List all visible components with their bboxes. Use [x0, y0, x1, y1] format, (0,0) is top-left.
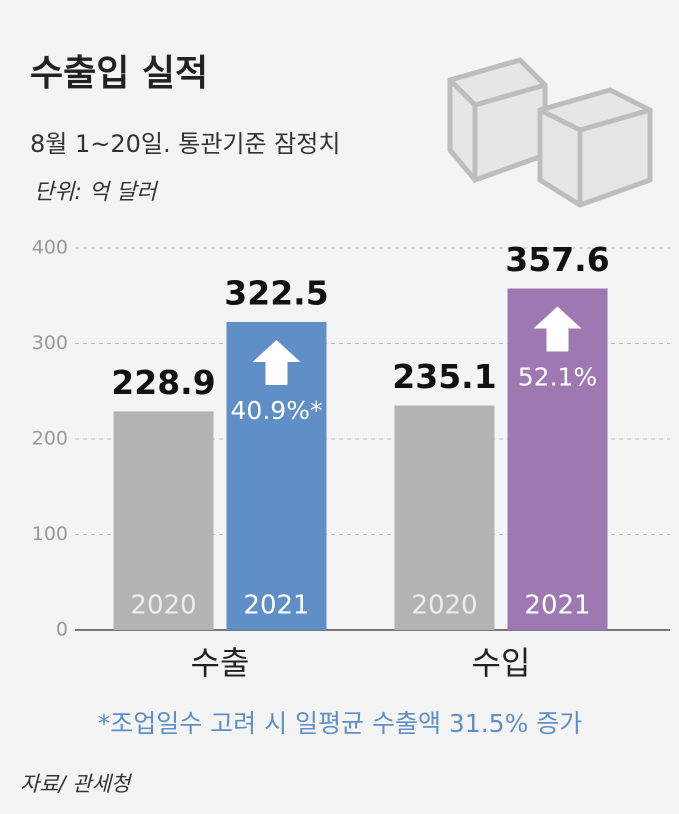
- y-tick-label: 300: [32, 332, 68, 354]
- bar: [394, 405, 495, 630]
- value-label: 235.1: [392, 357, 496, 396]
- source: 자료/ 관세청: [20, 772, 133, 796]
- value-label: 322.5: [224, 274, 328, 313]
- change-label: 40.9%*: [231, 396, 323, 425]
- footnote: *조업일수 고려 시 일평균 수출액 31.5% 증가: [98, 709, 583, 738]
- up-arrow: [252, 340, 301, 386]
- unit-label: 단위: 억 달러: [34, 180, 158, 205]
- x-tick-label: 수입: [472, 644, 531, 682]
- value-label: 228.9: [111, 363, 215, 402]
- series-label: 2021: [524, 591, 590, 621]
- y-tick-label: 200: [32, 428, 68, 450]
- boxes-icon: [447, 57, 653, 208]
- value-label: 357.6: [505, 240, 609, 279]
- series-label: 2021: [243, 591, 309, 621]
- up-arrow: [533, 306, 582, 352]
- y-tick-label: 0: [56, 619, 68, 641]
- y-tick-label: 100: [32, 523, 68, 545]
- chart-title: 수출입 실적: [30, 53, 208, 94]
- series-label: 2020: [411, 591, 477, 621]
- x-tick-label: 수출: [191, 644, 250, 682]
- series-label: 2020: [130, 591, 196, 621]
- y-tick-label: 400: [32, 237, 68, 259]
- bar: [113, 411, 214, 630]
- change-label: 52.1%: [518, 362, 597, 391]
- subtitle: 8월 1~20일. 통관기준 잠정치: [30, 130, 340, 158]
